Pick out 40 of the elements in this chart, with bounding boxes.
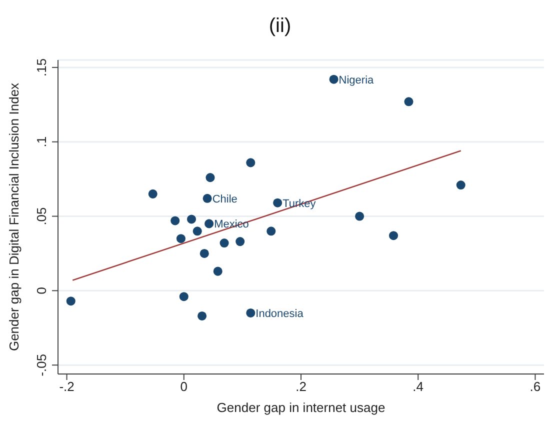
point: [355, 212, 364, 221]
annotation: Chile: [212, 193, 238, 206]
x-axis-title: Gender gap in internet usage: [216, 400, 386, 415]
point: [246, 158, 256, 168]
y-tick-label: .15: [34, 58, 49, 76]
point: [266, 226, 276, 236]
x-tick-label: .2: [296, 379, 306, 394]
point: [246, 308, 256, 318]
y-tick-label: .1: [34, 136, 49, 148]
point: [176, 234, 186, 244]
point: [198, 311, 207, 320]
point: [404, 97, 414, 106]
chart-title: (ii): [268, 14, 292, 39]
point: [329, 74, 338, 84]
point: [389, 231, 398, 240]
point: [186, 214, 196, 224]
y-axis-title: Gender gap in Digital Financial Inclusion Index: [6, 82, 22, 352]
point: [206, 173, 215, 182]
point: [192, 226, 202, 236]
annotation: Indonesia: [256, 308, 304, 320]
point: [273, 198, 282, 208]
y-tick-label: .05: [34, 207, 49, 226]
point: [170, 216, 180, 226]
x-tick-label: .4: [412, 379, 424, 394]
annotation: Nigeria: [338, 74, 375, 86]
x-tick-label: .6: [530, 379, 541, 394]
point: [236, 237, 245, 246]
point: [66, 296, 76, 306]
x-tick-label: 0: [180, 379, 188, 394]
point: [456, 180, 466, 190]
point: [213, 266, 222, 276]
y-tick-label: -.05: [34, 354, 49, 376]
x-tick-label: -.2: [59, 379, 74, 394]
point: [202, 194, 212, 203]
point: [148, 189, 158, 198]
point: [220, 238, 229, 248]
point: [204, 219, 214, 228]
point: [200, 248, 209, 258]
y-tick-label: 0: [34, 287, 49, 294]
point: [179, 292, 188, 302]
